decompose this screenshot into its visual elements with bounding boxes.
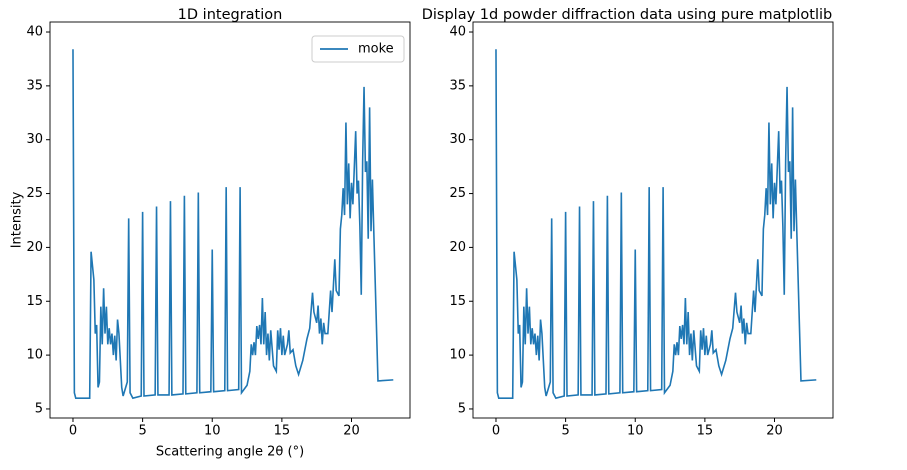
y-tick-label: 25 xyxy=(449,186,466,201)
y-tick-label: 30 xyxy=(26,132,43,147)
y-axis-label: Intensity xyxy=(10,191,25,248)
y-tick-label: 5 xyxy=(458,401,466,416)
y-tick-label: 25 xyxy=(26,186,43,201)
x-tick-label: 20 xyxy=(343,424,360,439)
y-tick-label: 20 xyxy=(26,240,43,255)
x-tick-label: 10 xyxy=(627,424,644,439)
y-tick-label: 35 xyxy=(26,78,43,93)
y-tick-label: 10 xyxy=(449,348,466,363)
x-tick-label: 0 xyxy=(69,424,77,439)
plot-frame xyxy=(472,21,834,419)
y-tick-label: 30 xyxy=(449,132,466,147)
y-tick-label: 35 xyxy=(449,78,466,93)
chart-title: 1D integration xyxy=(178,7,283,23)
x-tick-label: 10 xyxy=(204,424,221,439)
x-tick-label: 20 xyxy=(766,424,783,439)
legend-box xyxy=(311,35,405,63)
plot-frame xyxy=(49,21,411,419)
y-tick-label: 15 xyxy=(449,294,466,309)
y-tick-label: 40 xyxy=(26,25,43,40)
data-line xyxy=(72,49,394,400)
chart-title: Display 1d powder diffraction data using… xyxy=(422,7,833,23)
y-tick-label: 5 xyxy=(35,401,43,416)
x-tick-label: 0 xyxy=(492,424,500,439)
y-tick-label: 20 xyxy=(449,240,466,255)
legend-label: moke xyxy=(358,42,394,57)
x-tick-label: 15 xyxy=(274,424,291,439)
data-line xyxy=(495,49,817,400)
x-tick-label: 5 xyxy=(561,424,569,439)
x-tick-label: 5 xyxy=(138,424,146,439)
x-axis-label: Scattering angle 2θ (°) xyxy=(156,445,304,460)
y-tick-label: 15 xyxy=(26,294,43,309)
x-tick-label: 15 xyxy=(697,424,714,439)
y-tick-label: 40 xyxy=(449,25,466,40)
y-tick-label: 10 xyxy=(26,348,43,363)
